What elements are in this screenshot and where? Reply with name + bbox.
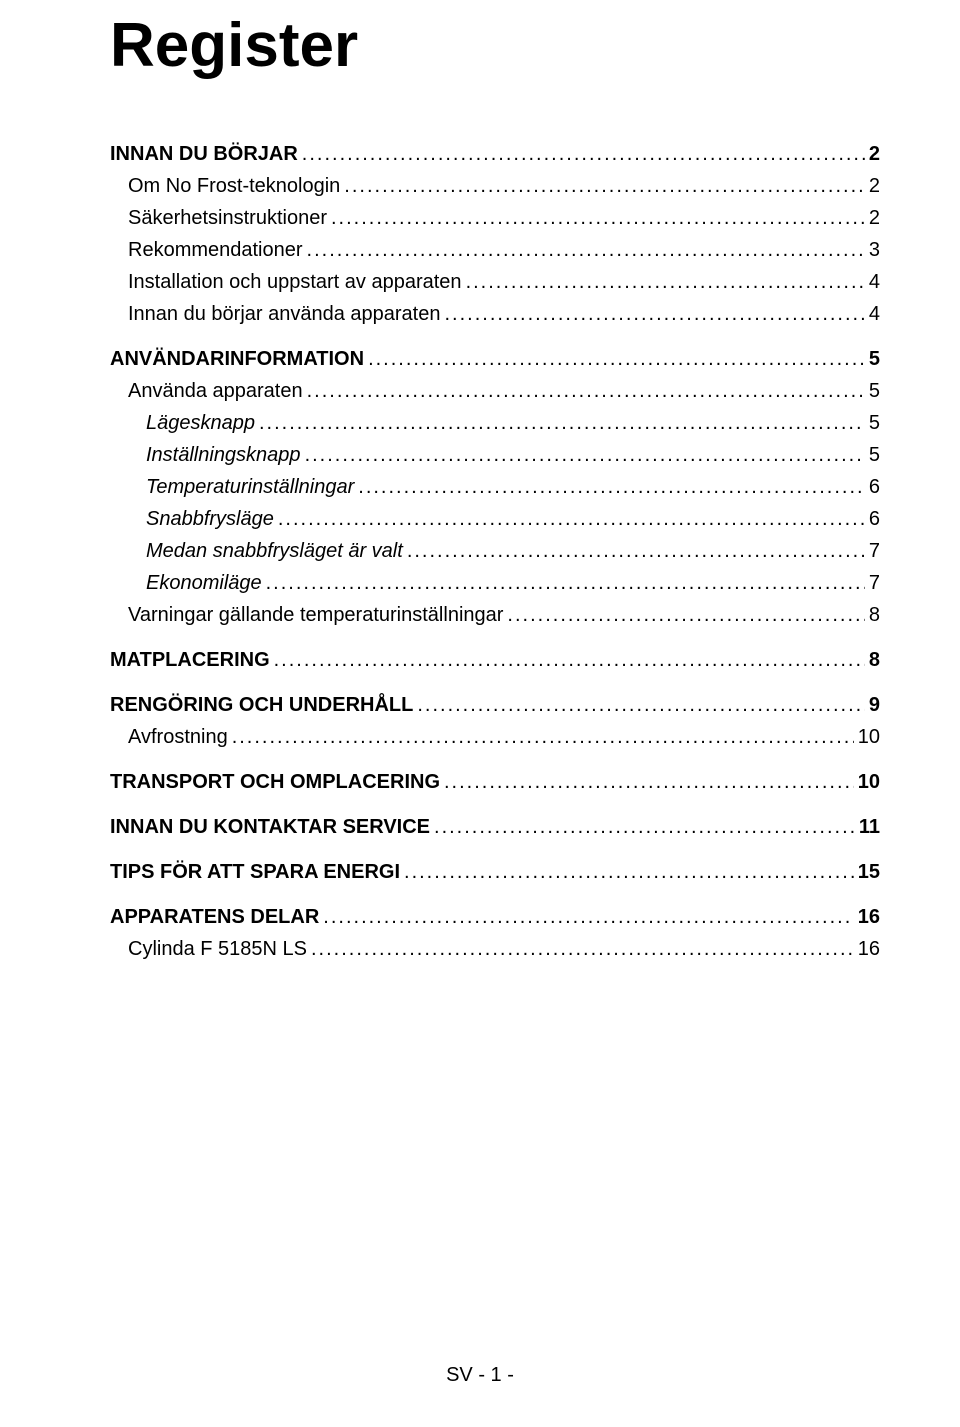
toc-entry: INNAN DU BÖRJAR 2 (110, 141, 880, 168)
toc-entry: TIPS FÖR ATT SPARA ENERGI 15 (110, 859, 880, 886)
toc-entry: MATPLACERING 8 (110, 647, 880, 674)
toc-entry-label: INNAN DU KONTAKTAR SERVICE (110, 814, 430, 841)
toc-entry-label: Avfrostning (110, 724, 228, 751)
toc-entry: Lägesknapp 5 (110, 410, 880, 437)
page-container: Register INNAN DU BÖRJAR2Om No Frost-tek… (0, 0, 960, 1427)
toc-entry: Avfrostning 10 (110, 724, 880, 751)
toc-entry-label: APPARATENS DELAR (110, 904, 319, 931)
toc-entry: Använda apparaten 5 (110, 378, 880, 405)
toc-entry-page: 16 (854, 936, 880, 963)
toc-entry-label: Säkerhetsinstruktioner (110, 205, 327, 232)
toc-entry: Medan snabbfrysläget är valt 7 (110, 538, 880, 565)
toc-entry-label: Installation och uppstart av apparaten (110, 269, 462, 296)
toc-entry-page: 5 (865, 442, 880, 469)
page-footer: SV - 1 - (0, 1364, 960, 1387)
toc-entry-label: Rekommendationer (110, 237, 303, 264)
toc-entry-label: INNAN DU BÖRJAR (110, 141, 298, 168)
toc-entry-page: 15 (854, 859, 880, 886)
toc-entry-label: Om No Frost-teknologin (110, 173, 340, 200)
toc-leader-dots (303, 237, 865, 264)
toc-leader-dots (319, 904, 853, 931)
toc-entry: Rekommendationer 3 (110, 237, 880, 264)
toc-entry-page: 4 (865, 301, 880, 328)
toc-entry: Temperaturinställningar 6 (110, 474, 880, 501)
toc-entry-page: 4 (865, 269, 880, 296)
toc-leader-dots (400, 859, 854, 886)
toc-leader-dots (228, 724, 854, 751)
toc-leader-dots (503, 602, 864, 629)
toc-entry-page: 3 (865, 237, 880, 264)
toc-entry-label: Varningar gällande temperaturinställning… (110, 602, 503, 629)
toc-entry-page: 7 (865, 538, 880, 565)
toc-entry-page: 6 (865, 474, 880, 501)
toc-leader-dots (440, 769, 854, 796)
toc-entry: Säkerhetsinstruktioner 2 (110, 205, 880, 232)
toc-entry-label: Använda apparaten (110, 378, 303, 405)
toc-entry: ANVÄNDARINFORMATION 5 (110, 346, 880, 373)
toc-entry-label: Inställningsknapp (110, 442, 301, 469)
toc-leader-dots (462, 269, 865, 296)
toc-entry: RENGÖRING OCH UNDERHÅLL 9 (110, 692, 880, 719)
toc-leader-dots (354, 474, 865, 501)
toc-entry-label: Temperaturinställningar (110, 474, 354, 501)
toc-entry: Cylinda F 5185N LS 16 (110, 936, 880, 963)
toc-entry-page: 11 (855, 814, 880, 841)
toc-entry-page: 16 (854, 904, 880, 931)
document-title: Register (110, 10, 880, 81)
toc-leader-dots (340, 173, 865, 200)
toc-entry-label: ANVÄNDARINFORMATION (110, 346, 364, 373)
toc-entry: INNAN DU KONTAKTAR SERVICE 11 (110, 814, 880, 841)
toc-entry-page: 2 (865, 173, 880, 200)
toc-leader-dots (430, 814, 855, 841)
toc-leader-dots (298, 141, 865, 168)
toc-entry-page: 8 (865, 602, 880, 629)
toc-entry-label: RENGÖRING OCH UNDERHÅLL (110, 692, 413, 719)
toc-leader-dots (364, 346, 865, 373)
toc-entry: Varningar gällande temperaturinställning… (110, 602, 880, 629)
toc-entry-page: 5 (865, 346, 880, 373)
toc-entry-page: 9 (865, 692, 880, 719)
toc-entry: Ekonomiläge 7 (110, 570, 880, 597)
toc-entry-label: Cylinda F 5185N LS (110, 936, 307, 963)
toc-entry-page: 5 (865, 410, 880, 437)
toc-entry-label: Medan snabbfrysläget är valt (110, 538, 403, 565)
toc-leader-dots (301, 442, 865, 469)
toc-leader-dots (303, 378, 865, 405)
toc-leader-dots (440, 301, 864, 328)
toc-leader-dots (327, 205, 865, 232)
toc-entry-page: 2 (865, 141, 880, 168)
toc-entry: Om No Frost-teknologin 2 (110, 173, 880, 200)
toc-leader-dots (270, 647, 865, 674)
toc-entry-page: 10 (854, 724, 880, 751)
toc-entry-label: MATPLACERING (110, 647, 270, 674)
toc-entry-label: Ekonomiläge (110, 570, 262, 597)
toc-leader-dots (307, 936, 854, 963)
toc-leader-dots (255, 410, 865, 437)
toc-entry: Inställningsknapp 5 (110, 442, 880, 469)
toc-entry-label: Lägesknapp (110, 410, 255, 437)
table-of-contents: INNAN DU BÖRJAR2Om No Frost-teknologin2S… (110, 141, 880, 963)
toc-entry-page: 6 (865, 506, 880, 533)
toc-entry: Innan du börjar använda apparaten 4 (110, 301, 880, 328)
toc-entry: APPARATENS DELAR 16 (110, 904, 880, 931)
toc-leader-dots (403, 538, 865, 565)
toc-entry-page: 2 (865, 205, 880, 232)
toc-entry-page: 7 (865, 570, 880, 597)
toc-leader-dots (413, 692, 865, 719)
toc-entry-label: TRANSPORT OCH OMPLACERING (110, 769, 440, 796)
toc-entry-page: 5 (865, 378, 880, 405)
toc-leader-dots (262, 570, 865, 597)
toc-entry: Installation och uppstart av apparaten 4 (110, 269, 880, 296)
toc-entry-page: 8 (865, 647, 880, 674)
toc-leader-dots (274, 506, 865, 533)
toc-entry-label: Snabbfrysläge (110, 506, 274, 533)
toc-entry: TRANSPORT OCH OMPLACERING 10 (110, 769, 880, 796)
toc-entry-page: 10 (854, 769, 880, 796)
toc-entry-label: TIPS FÖR ATT SPARA ENERGI (110, 859, 400, 886)
toc-entry-label: Innan du börjar använda apparaten (110, 301, 440, 328)
toc-entry: Snabbfrysläge 6 (110, 506, 880, 533)
